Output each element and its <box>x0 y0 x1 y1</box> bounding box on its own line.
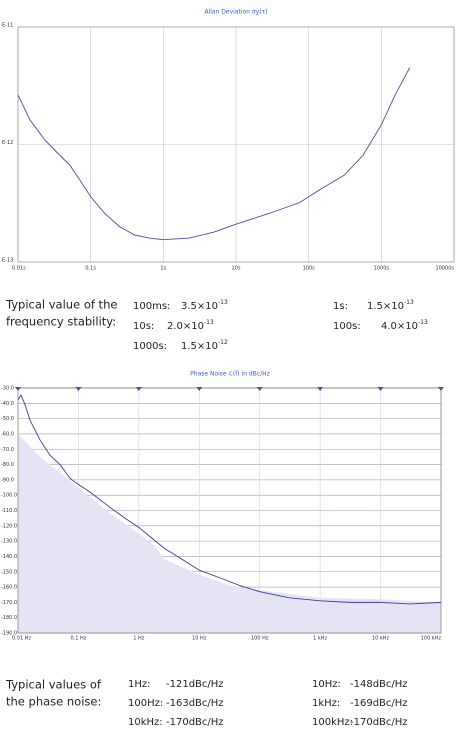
y-tick-label: -70.0 <box>1 447 14 453</box>
y-tick-label: -30.0 <box>1 386 14 392</box>
x-tick-label: 10 Hz <box>192 636 207 642</box>
x-tick-label: 100s <box>303 266 316 272</box>
item-value: 1.5×10-13 <box>367 299 414 313</box>
item-value: -170dBc/Hz <box>350 717 408 728</box>
y-tick-label: -160.0 <box>1 585 17 591</box>
x-tick-label: 0.1 Hz <box>70 636 86 642</box>
item-value: -170dBc/Hz <box>166 717 224 728</box>
item-label: 10s: <box>133 321 154 332</box>
x-tick-label: 10 kHz <box>372 636 390 642</box>
heading: frequency stability: <box>6 315 116 329</box>
y-tick-label: -50.0 <box>1 416 14 422</box>
x-tick-label: 10000s <box>435 266 454 272</box>
chart-title: Allan Deviation σy(τ) <box>204 9 267 16</box>
y-tick-label: -120.0 <box>1 523 17 529</box>
x-tick-label: 1 kHz <box>313 636 327 642</box>
y-tick-label: E-12 <box>2 140 13 146</box>
x-tick-label: 0.01 Hz <box>12 636 31 642</box>
item-value: 4.0×10-13 <box>381 319 428 333</box>
exponent: -13 <box>418 319 428 326</box>
exponent: -13 <box>404 299 414 306</box>
x-tick-label: 1000s <box>374 266 390 272</box>
y-tick-label: -130.0 <box>1 539 17 545</box>
item-value: -163dBc/Hz <box>166 698 224 709</box>
heading: the phase noise: <box>6 695 101 709</box>
mantissa: 4.0×10 <box>381 321 418 332</box>
item-label: 100kHz: <box>312 717 353 728</box>
item-value: 1.5×10-12 <box>181 339 228 353</box>
item-label: 100ms: <box>133 301 170 312</box>
item-value: -121dBc/Hz <box>166 679 224 690</box>
y-tick-label: -150.0 <box>1 569 17 575</box>
item-label: 10Hz: <box>312 679 341 690</box>
area <box>18 433 441 633</box>
plot-frame <box>17 387 442 634</box>
x-tick-label: 1 Hz <box>133 636 145 642</box>
plot-frame <box>17 26 455 263</box>
y-tick-label: E-11 <box>2 23 13 29</box>
y-tick-label: -180.0 <box>1 615 17 621</box>
item-label: 10kHz: <box>128 717 163 728</box>
x-tick-label: 10s <box>232 266 241 272</box>
mantissa: 3.5×10 <box>181 301 218 312</box>
x-tick-label: 100 kHz <box>421 636 442 642</box>
item-label: 1kHz: <box>312 698 340 709</box>
item-label: 1Hz: <box>128 679 151 690</box>
y-tick-label: E-13 <box>2 258 13 264</box>
y-tick-label: -110.0 <box>1 508 17 514</box>
y-tick-label: -80.0 <box>1 462 14 468</box>
mantissa: 2.0×10 <box>167 321 204 332</box>
exponent: -13 <box>218 299 228 306</box>
y-tick-label: -90.0 <box>1 477 14 483</box>
item-label: 100Hz: <box>128 698 163 709</box>
mantissa: 1.5×10 <box>181 341 218 352</box>
heading: Typical values of <box>5 678 102 692</box>
item-label: 1000s: <box>133 341 167 352</box>
x-tick-label: 0.1s <box>85 266 96 272</box>
item-value: 2.0×10-13 <box>167 319 214 333</box>
y-tick-label: -60.0 <box>1 431 14 437</box>
x-tick-label: 0.01s <box>12 266 26 272</box>
item-value: -169dBc/Hz <box>350 698 408 709</box>
y-tick-label: -140.0 <box>1 554 17 560</box>
line <box>17 394 442 605</box>
line <box>17 67 411 241</box>
heading: Typical value of the <box>5 298 117 312</box>
y-tick-label: -100.0 <box>1 493 17 499</box>
y-tick-label: -40.0 <box>1 401 14 407</box>
mantissa: 1.5×10 <box>367 301 404 312</box>
exponent: -13 <box>204 319 214 326</box>
x-tick-label: 100 Hz <box>251 636 269 642</box>
chart-title: Phase Noise ℒ(f) in dBc/Hz <box>190 371 270 378</box>
item-value: -148dBc/Hz <box>350 679 408 690</box>
y-tick-label: -190.0 <box>1 631 17 637</box>
x-tick-label: 1s <box>160 266 166 272</box>
exponent: -12 <box>218 339 228 346</box>
item-label: 1s: <box>333 301 348 312</box>
y-tick-label: -170.0 <box>1 600 17 606</box>
item-label: 100s: <box>333 321 361 332</box>
item-value: 3.5×10-13 <box>181 299 228 313</box>
